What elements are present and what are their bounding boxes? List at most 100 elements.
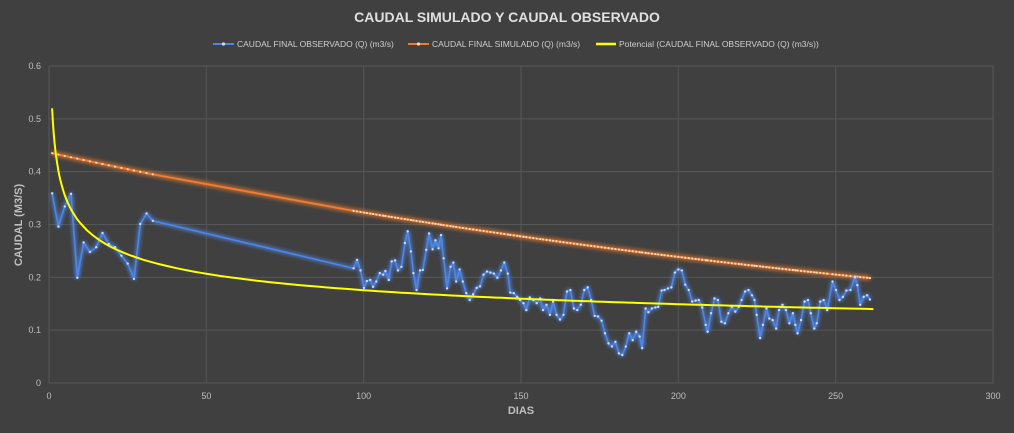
observed-point [761, 323, 765, 327]
observed-point [677, 268, 680, 271]
simulated-point [796, 269, 799, 272]
simulated-point [849, 274, 852, 278]
observed-point [371, 285, 375, 289]
simulated-point [743, 263, 747, 266]
observed-point [145, 212, 148, 215]
observed-point [694, 299, 697, 302]
series-simulated [51, 152, 872, 280]
simulated-point [496, 231, 499, 235]
simulated-point [781, 267, 784, 270]
simulated-point [596, 245, 600, 248]
observed-point [558, 318, 562, 321]
simulated-point [576, 242, 579, 246]
observed-point [76, 276, 79, 280]
simulated-point [369, 212, 372, 215]
observed-point [95, 246, 98, 249]
simulated-point [788, 268, 791, 271]
simulated-point [794, 269, 797, 272]
observed-point [607, 342, 610, 345]
simulated-point [684, 256, 687, 259]
y-tick-label: 0.6 [28, 61, 41, 71]
legend-item-simulated[interactable]: CAUDAL FINAL SIMULADO (Q) (m3/s) [408, 39, 580, 49]
simulated-point [603, 246, 607, 249]
simulated-point [657, 253, 660, 256]
simulated-point [822, 272, 825, 275]
x-tick-label: 250 [828, 391, 843, 401]
simulated-point [412, 219, 415, 222]
simulated-point [465, 227, 468, 230]
simulated-point [709, 259, 713, 262]
y-axis-label: CAUDAL (M3/S) [13, 184, 25, 267]
simulated-point [362, 211, 366, 214]
simulated-point [82, 158, 85, 162]
observed-point [352, 267, 355, 270]
observed-point [503, 261, 506, 264]
observed-point [375, 280, 378, 283]
simulated-point [856, 275, 859, 278]
observed-point [673, 271, 677, 274]
observed-point [431, 248, 434, 251]
x-axis-label: DIAS [508, 405, 534, 417]
observed-point [727, 312, 730, 315]
observed-point [583, 288, 586, 292]
observed-point [465, 291, 468, 295]
simulated-point [535, 237, 538, 240]
observed-point [535, 302, 538, 305]
observed-point [660, 289, 663, 292]
observed-point [421, 268, 425, 272]
observed-point [600, 319, 603, 322]
simulated-point [819, 271, 822, 275]
observed-point [400, 265, 403, 268]
simulated-point [670, 254, 673, 258]
observed-point [569, 288, 572, 292]
observed-point [516, 295, 519, 299]
observed-point [452, 261, 455, 264]
observed-point [849, 288, 852, 292]
observed-point [151, 219, 155, 223]
observed-point [644, 307, 647, 310]
observed-point [572, 307, 576, 310]
simulated-point [455, 225, 458, 229]
simulated-point [475, 228, 478, 232]
observed-point [412, 271, 415, 275]
simulated-point [687, 257, 690, 260]
series-observed [50, 192, 872, 357]
observed-point [506, 272, 509, 275]
gridlines [48, 65, 994, 384]
chart-title: CAUDAL SIMULADO Y CAUDAL OBSERVADO [354, 9, 660, 25]
simulated-point [139, 170, 142, 173]
observed-point [482, 273, 485, 276]
observed-point [853, 276, 857, 279]
legend-label-observed: CAUDAL FINAL OBSERVADO (Q) (m3/s) [237, 39, 394, 49]
legend-item-observed[interactable]: CAUDAL FINAL OBSERVADO (Q) (m3/s) [213, 39, 394, 49]
simulated-point [512, 234, 515, 237]
simulated-point [677, 255, 680, 258]
simulated-point [704, 259, 707, 262]
simulated-point [600, 246, 603, 249]
observed-point [647, 311, 650, 314]
simulated-point [145, 171, 148, 175]
simulated-point [528, 236, 531, 239]
observed-point [684, 283, 687, 286]
simulated-point [545, 238, 548, 242]
simulated-point [492, 231, 496, 234]
observed-point [369, 278, 372, 282]
simulated-point [845, 274, 848, 277]
simulated-point [95, 161, 98, 164]
simulated-point [826, 272, 829, 275]
simulated-point [706, 259, 709, 262]
y-axis-ticks: 0 0.1 0.2 0.3 0.4 0.5 0.6 [28, 61, 41, 388]
simulated-point [628, 249, 631, 252]
simulated-point [365, 211, 368, 215]
legend-item-trend[interactable]: Potencial (CAUDAL FINAL OBSERVADO (Q) (m… [596, 39, 819, 49]
y-tick-label: 0.5 [28, 114, 41, 124]
simulated-point [472, 228, 475, 231]
simulated-point [516, 234, 519, 237]
simulated-point [727, 261, 730, 264]
simulated-point [76, 157, 79, 160]
simulated-point [716, 260, 720, 263]
observed-point [545, 303, 548, 307]
observed-point [603, 332, 607, 335]
observed-point [859, 303, 862, 307]
observed-point [406, 230, 409, 233]
